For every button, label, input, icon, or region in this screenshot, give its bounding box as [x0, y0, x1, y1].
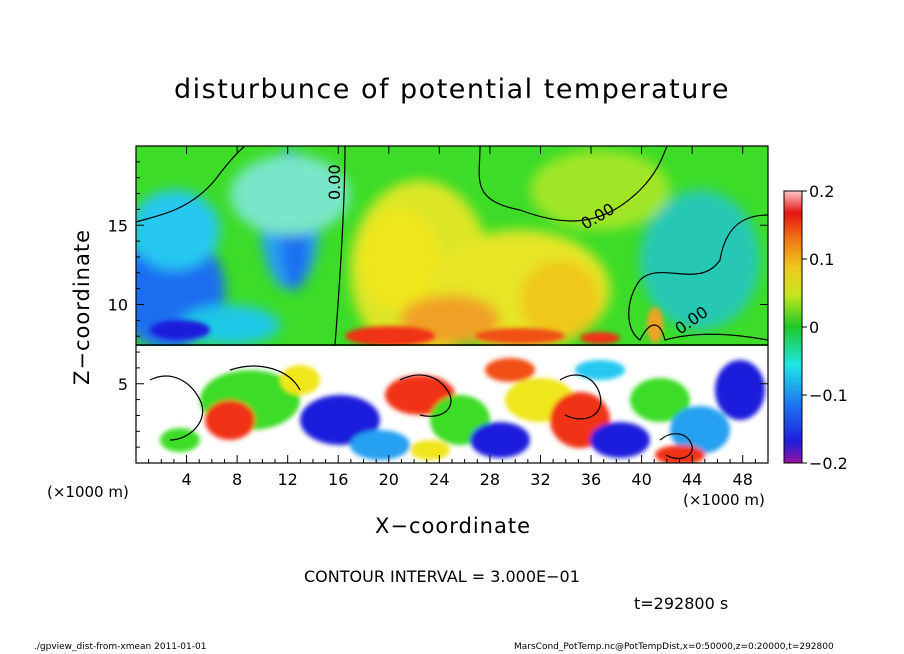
y-tick-label: 5: [118, 375, 128, 394]
x-tick-label: 24: [429, 470, 449, 489]
x-tick-label: 16: [328, 470, 348, 489]
time-label: t=292800 s: [634, 594, 729, 613]
x-tick-marks: [148, 146, 756, 463]
x-axis-unit-left: (×1000 m): [47, 483, 129, 501]
colorbar-tick-label: −0.2: [809, 454, 848, 473]
contour-interval-label: CONTOUR INTERVAL = 3.000E−01: [304, 567, 580, 586]
footer-right: MarsCond_PotTemp.nc@PotTempDist,x=0:5000…: [514, 642, 834, 652]
x-tick-label: 44: [682, 470, 702, 489]
x-axis-label: X−coordinate: [375, 514, 531, 538]
y-tick-label: 10: [108, 296, 128, 315]
y-axis-label: Z−coordinate: [70, 229, 94, 385]
footer-left: ./gpview_dist-from-xmean 2011-01-01: [34, 642, 207, 652]
x-tick-label: 20: [379, 470, 399, 489]
colorbar-tick-labels: 0.2 0.1 0 −0.1 −0.2: [809, 182, 848, 473]
x-tick-label: 8: [232, 470, 242, 489]
colorbar-tick-label: 0: [809, 318, 819, 337]
colorbar-tick-marks: [802, 190, 807, 464]
y-tick-label: 15: [108, 216, 128, 235]
y-tick-marks: [136, 161, 768, 448]
colorbar-tick-label: 0.2: [809, 182, 834, 201]
colorbar-tick-label: 0.1: [809, 250, 834, 269]
x-axis-unit-right: (×1000 m): [683, 491, 765, 509]
x-tick-label: 48: [733, 470, 753, 489]
x-tick-label: 4: [181, 470, 191, 489]
y-tick-labels: 5 10 15: [108, 216, 128, 394]
colorbar-tick-label: −0.1: [809, 386, 848, 405]
x-tick-label: 36: [581, 470, 601, 489]
contour-label: 0.00: [325, 164, 344, 200]
x-tick-label: 12: [278, 470, 298, 489]
colorbar: [783, 190, 803, 464]
heatmap-field: [136, 146, 768, 463]
chart-title: disturbunce of potential temperature: [174, 74, 730, 105]
x-tick-labels: 4 8 12 16 20 24 28 32 36 40 44 48: [181, 470, 752, 489]
x-tick-label: 28: [480, 470, 500, 489]
x-tick-label: 40: [631, 470, 651, 489]
x-tick-label: 32: [530, 470, 550, 489]
contour-lines: [136, 146, 768, 459]
